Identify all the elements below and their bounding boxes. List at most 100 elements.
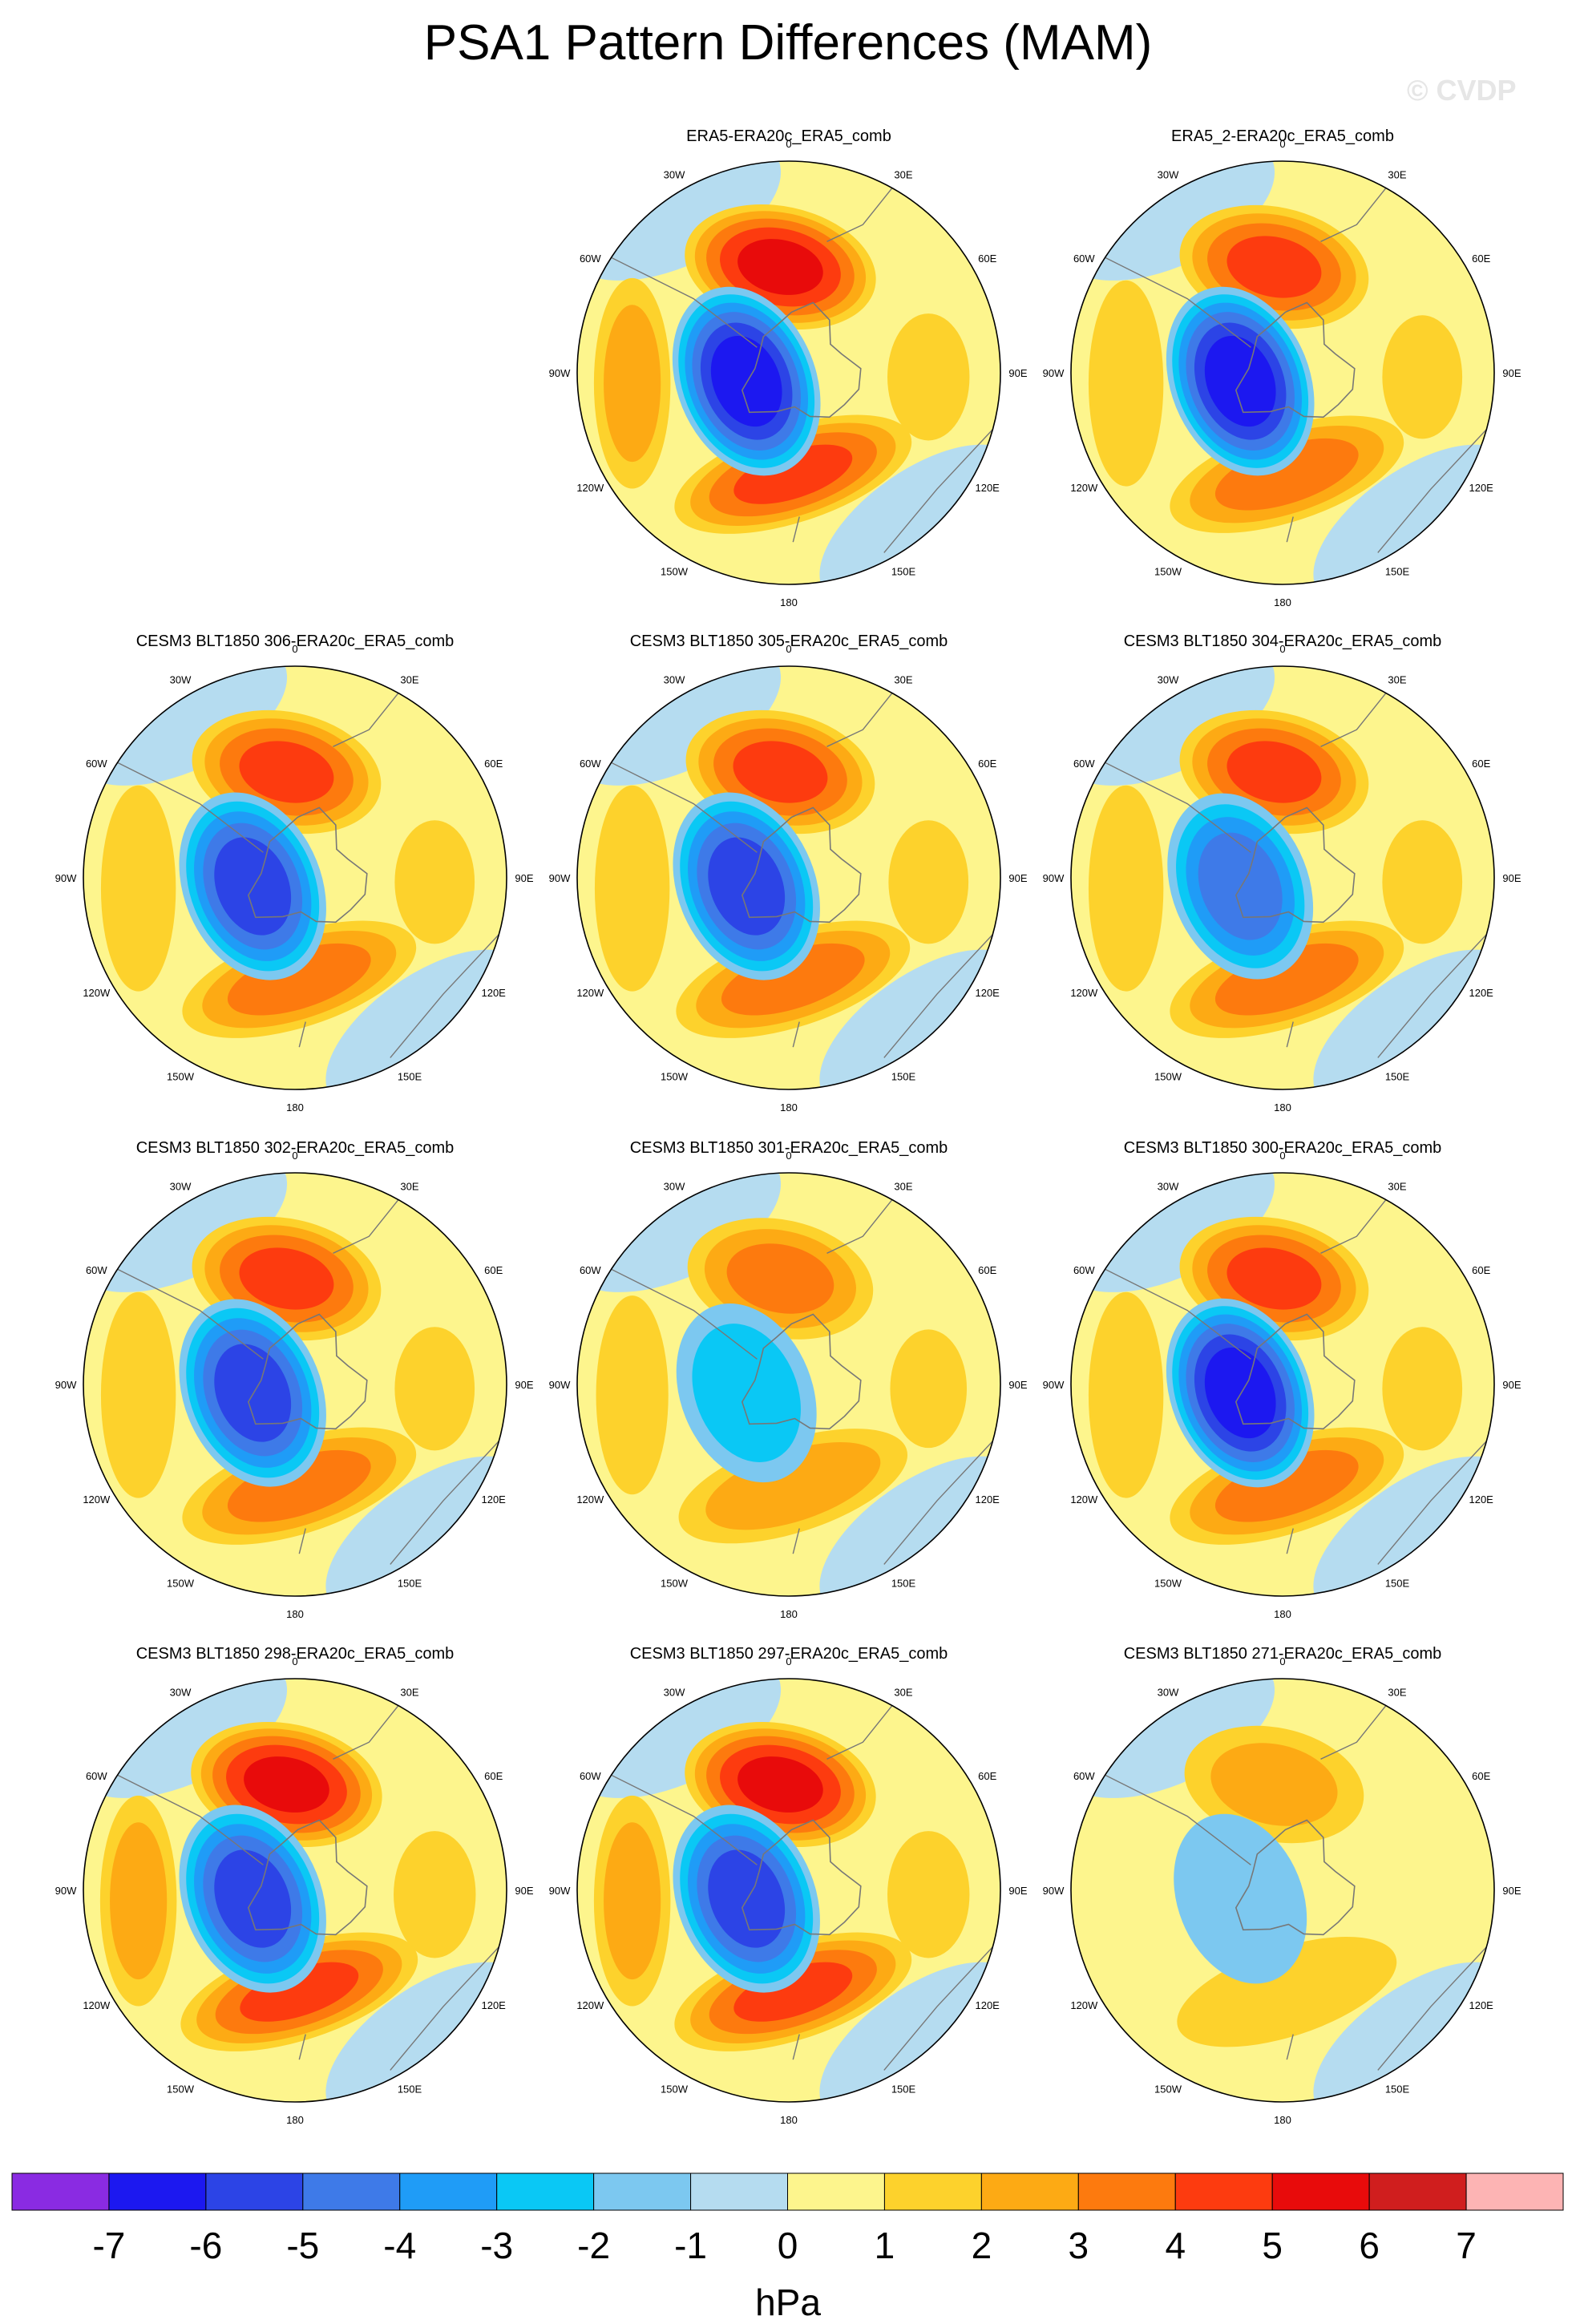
lon-tick-label: 180 bbox=[1274, 1101, 1291, 1113]
new-zealand-coastline bbox=[1286, 516, 1294, 543]
antarctica-coastline bbox=[741, 806, 862, 924]
lon-tick-label: 30W bbox=[664, 1180, 685, 1192]
positive-contour bbox=[721, 943, 865, 1016]
lon-tick-label: 90W bbox=[1043, 872, 1065, 884]
positive-contour bbox=[110, 1822, 168, 1980]
lon-tick-label: 60W bbox=[1073, 1770, 1095, 1782]
panel-title: CESM3 BLT1850 304-ERA20c_ERA5_comb bbox=[1124, 633, 1442, 650]
lon-tick-label: 0 bbox=[292, 1150, 297, 1162]
lon-tick-label: 150E bbox=[1385, 1071, 1410, 1083]
south-america-coastline bbox=[1102, 1267, 1251, 1360]
lon-tick-label: 150W bbox=[661, 2084, 689, 2096]
lon-tick-label: 60E bbox=[978, 1770, 996, 1782]
positive-contour bbox=[604, 1822, 661, 1980]
panel-title: CESM3 BLT1850 305-ERA20c_ERA5_comb bbox=[630, 633, 948, 650]
new-zealand-coastline bbox=[792, 516, 800, 543]
lon-tick-label: 60E bbox=[484, 1264, 503, 1276]
antarctica-coastline bbox=[741, 301, 862, 418]
lon-tick-label: 0 bbox=[1279, 643, 1285, 655]
lon-tick-label: 150E bbox=[398, 2084, 422, 2096]
lon-tick-label: 120W bbox=[1070, 987, 1098, 999]
positive-contour bbox=[1088, 1291, 1164, 1498]
colorbar-tick-label: 5 bbox=[1262, 2225, 1283, 2266]
lon-tick-label: 60W bbox=[580, 1264, 601, 1276]
positive-contour bbox=[733, 444, 853, 504]
antarctica-coastline bbox=[1235, 1313, 1356, 1430]
colorbar-tick-label: 4 bbox=[1165, 2225, 1186, 2266]
lon-tick-label: 180 bbox=[1274, 596, 1291, 608]
lon-tick-label: 60W bbox=[580, 1770, 601, 1782]
lon-tick-label: 30E bbox=[1388, 1180, 1406, 1192]
lon-tick-label: 90E bbox=[1502, 1379, 1521, 1391]
lon-tick-label: 150E bbox=[891, 1578, 916, 1590]
lon-tick-label: 180 bbox=[1274, 2114, 1291, 2126]
lon-tick-label: 60W bbox=[1073, 1264, 1095, 1276]
lon-tick-label: 90W bbox=[1043, 1885, 1065, 1897]
australia-coastline bbox=[390, 1942, 503, 2071]
negative-contour bbox=[214, 1344, 292, 1442]
lon-tick-label: 150E bbox=[891, 2084, 916, 2096]
lon-tick-label: 90E bbox=[1502, 1885, 1521, 1897]
new-zealand-coastline bbox=[1286, 2034, 1294, 2060]
australia-coastline bbox=[883, 1942, 997, 2071]
antarctica-coastline bbox=[1235, 1819, 1356, 1936]
africa-coastline bbox=[1320, 171, 1400, 242]
lon-tick-label: 120E bbox=[1469, 482, 1493, 494]
lon-tick-label: 150W bbox=[167, 1071, 195, 1083]
lon-tick-label: 90E bbox=[515, 1885, 533, 1897]
map-border bbox=[83, 1172, 507, 1597]
lon-tick-label: 60E bbox=[1472, 253, 1490, 265]
lon-tick-label: 90W bbox=[549, 872, 571, 884]
panel-title: ERA5-ERA20c_ERA5_comb bbox=[686, 127, 891, 145]
colorbar-swatch bbox=[1077, 2172, 1176, 2211]
positive-contour bbox=[596, 1295, 669, 1495]
positive-contour bbox=[1382, 315, 1463, 439]
positive-contour bbox=[1226, 1247, 1322, 1310]
colorbar-tick-label: 7 bbox=[1456, 2225, 1477, 2266]
positive-contour bbox=[887, 313, 970, 441]
positive-contour bbox=[594, 785, 670, 992]
lon-tick-label: 120W bbox=[576, 1493, 604, 1506]
map-border bbox=[1070, 665, 1495, 1090]
lon-tick-label: 150W bbox=[661, 566, 689, 578]
africa-coastline bbox=[1320, 676, 1400, 747]
lon-tick-label: 90E bbox=[1008, 872, 1027, 884]
positive-contour bbox=[1214, 1449, 1359, 1522]
colorbar-swatch bbox=[1271, 2172, 1370, 2211]
lon-tick-label: 120E bbox=[481, 1493, 506, 1506]
lon-tick-label: 90E bbox=[515, 872, 533, 884]
lon-tick-label: 30E bbox=[894, 1686, 912, 1698]
positive-contour bbox=[1226, 236, 1322, 298]
south-america-coastline bbox=[1102, 761, 1251, 853]
lon-tick-label: 180 bbox=[780, 596, 798, 608]
positive-contour bbox=[726, 1243, 834, 1314]
lon-tick-label: 60E bbox=[978, 253, 996, 265]
panel-title: CESM3 BLT1850 302-ERA20c_ERA5_comb bbox=[136, 1139, 455, 1157]
lon-tick-label: 120E bbox=[975, 1493, 1000, 1506]
lon-tick-label: 120W bbox=[1070, 1493, 1098, 1506]
positive-contour bbox=[240, 1962, 359, 2022]
colorbar-swatch bbox=[593, 2172, 692, 2211]
map-border bbox=[576, 160, 1001, 585]
lon-tick-label: 0 bbox=[786, 1655, 791, 1667]
lon-tick-label: 120E bbox=[1469, 1999, 1493, 2011]
lon-tick-label: 120E bbox=[1469, 1493, 1493, 1506]
lon-tick-label: 30E bbox=[400, 1686, 418, 1698]
lon-tick-label: 90E bbox=[515, 1379, 533, 1391]
colorbar-units-label: hPa bbox=[755, 2282, 821, 2323]
colorbar-swatch bbox=[399, 2172, 498, 2211]
africa-coastline bbox=[826, 1688, 906, 1760]
new-zealand-coastline bbox=[1286, 1021, 1294, 1048]
positive-contour bbox=[227, 1449, 371, 1522]
lon-tick-label: 180 bbox=[286, 1101, 304, 1113]
africa-coastline bbox=[1320, 1688, 1400, 1760]
south-america-coastline bbox=[608, 761, 758, 853]
positive-contour bbox=[1382, 1327, 1463, 1451]
panel-title: ERA5_2-ERA20c_ERA5_comb bbox=[1171, 127, 1394, 145]
lon-tick-label: 180 bbox=[286, 2114, 304, 2126]
